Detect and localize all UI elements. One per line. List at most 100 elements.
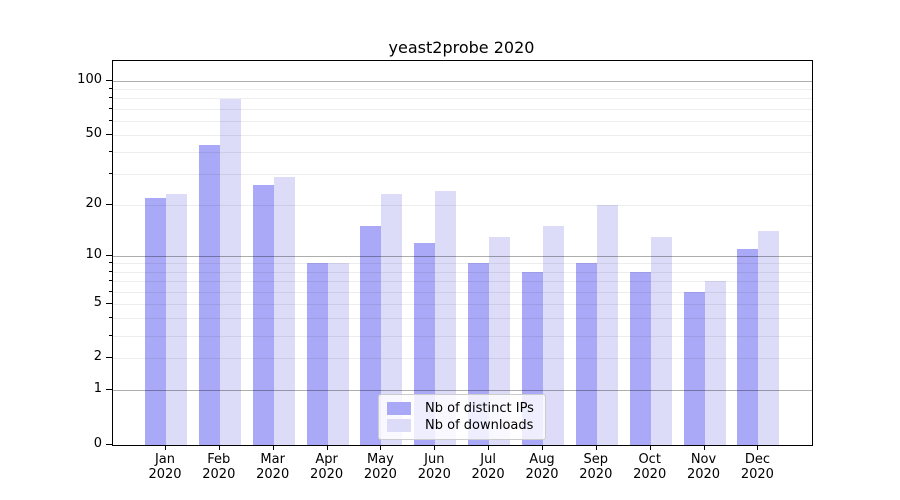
bar-nb-of-downloads-jan: [166, 194, 187, 445]
y-tick-0: [106, 444, 112, 445]
plot-area: Nb of distinct IPs Nb of downloads: [112, 60, 813, 446]
bar-nb-of-downloads-feb: [219, 99, 241, 445]
x-label-month: Mar: [260, 452, 285, 467]
y-tick-100: [106, 79, 112, 81]
gridline-5: [113, 303, 812, 305]
y-minortick-40: [109, 151, 112, 152]
x-label-month: Aug: [529, 452, 555, 467]
x-tick-label-mar: Mar 2020: [241, 452, 305, 482]
bar-nb-of-distinct-ips-dec: [737, 249, 759, 445]
y-minortick-7: [109, 280, 112, 281]
bar-nb-of-distinct-ips-apr: [306, 263, 328, 445]
x-tick-label-apr: Apr 2020: [295, 452, 359, 482]
y-tick-label-10: 10: [85, 246, 102, 262]
y-tick-label-5: 5: [93, 294, 102, 310]
x-label-year: 2020: [363, 467, 397, 482]
y-minortick-9: [109, 262, 112, 264]
x-tick-label-jun: Jun 2020: [402, 452, 466, 482]
y-minortick-90: [109, 88, 112, 90]
bar-nb-of-downloads-mar: [273, 176, 295, 445]
bar-nb-of-distinct-ips-sep: [575, 263, 597, 445]
bar-nb-of-downloads-aug: [542, 226, 564, 445]
gridline-60: [113, 120, 812, 122]
gridline-2: [113, 358, 812, 360]
gridline-40: [113, 152, 812, 153]
x-label-month: May: [366, 452, 394, 467]
y-tick-50: [106, 133, 112, 135]
x-label-month: Jan: [154, 452, 176, 467]
x-tick-may: [380, 445, 382, 450]
x-label-month: Feb: [207, 452, 231, 467]
x-tick-mar: [272, 445, 274, 450]
gridline-100: [113, 80, 812, 82]
gridline-10: [113, 255, 812, 257]
x-label-year: 2020: [686, 467, 721, 482]
x-label-year: 2020: [310, 467, 344, 482]
y-minortick-4: [109, 317, 112, 318]
x-tick-oct: [649, 445, 651, 450]
x-tick-label-dec: Dec 2020: [725, 452, 789, 482]
y-minortick-3: [109, 334, 112, 336]
x-label-year: 2020: [256, 467, 290, 482]
chart-title: yeast2probe 2020: [388, 38, 535, 57]
x-tick-sep: [595, 445, 597, 450]
y-tick-label-1: 1: [93, 381, 102, 397]
gridline-3: [113, 335, 812, 337]
y-minortick-8: [109, 270, 112, 272]
x-label-year: 2020: [633, 467, 667, 482]
y-tick-10: [106, 254, 112, 256]
x-label-year: 2020: [148, 467, 182, 482]
y-tick-label-20: 20: [85, 195, 102, 211]
gridline-30: [113, 174, 812, 176]
x-label-month: Dec: [744, 452, 770, 467]
gridline-1: [113, 390, 812, 392]
y-tick-2: [106, 357, 112, 359]
y-tick-1: [106, 389, 112, 391]
gridline-4: [113, 318, 812, 319]
gridline-6: [113, 291, 812, 293]
x-tick-label-feb: Feb 2020: [187, 452, 251, 482]
y-tick-label-2: 2: [93, 349, 102, 365]
x-label-month: Jun: [424, 452, 445, 467]
y-tick-label-50: 50: [85, 125, 102, 141]
legend: Nb of distinct IPs Nb of downloads: [378, 394, 546, 440]
bar-nb-of-distinct-ips-oct: [629, 271, 651, 445]
gridline-8: [113, 271, 812, 273]
x-tick-label-sep: Sep 2020: [564, 452, 628, 482]
gridline-80: [113, 98, 812, 100]
y-tick-20: [106, 203, 112, 205]
legend-item-downloads: Nb of downloads: [387, 417, 537, 434]
gridline-70: [113, 108, 812, 110]
x-tick-dec: [757, 445, 759, 450]
x-label-month: Nov: [690, 452, 717, 467]
x-label-year: 2020: [202, 467, 236, 482]
bar-nb-of-distinct-ips-nov: [683, 291, 705, 445]
x-tick-jul: [488, 445, 490, 450]
y-minortick-30: [109, 173, 112, 175]
bar-nb-of-downloads-jul: [489, 236, 511, 445]
bar-nb-of-downloads-nov: [704, 281, 726, 445]
y-minortick-6: [109, 290, 112, 292]
legend-swatch-distinct-ips: [387, 402, 411, 415]
bar-nb-of-downloads-apr: [327, 263, 349, 445]
bar-nb-of-distinct-ips-mar: [252, 185, 274, 445]
bar-nb-of-distinct-ips-jan: [145, 197, 166, 445]
y-tick-label-100: 100: [77, 71, 102, 87]
x-label-month: Oct: [638, 452, 661, 467]
legend-swatch-downloads: [387, 419, 411, 432]
x-tick-feb: [218, 445, 220, 450]
x-label-year: 2020: [579, 467, 613, 482]
bar-nb-of-distinct-ips-may: [360, 226, 382, 445]
x-label-year: 2020: [525, 467, 559, 482]
bar-nb-of-downloads-oct: [650, 236, 672, 445]
gridline-7: [113, 281, 812, 282]
x-tick-label-jan: Jan 2020: [133, 452, 197, 482]
y-minortick-60: [109, 119, 112, 121]
bar-nb-of-downloads-sep: [596, 204, 618, 445]
x-tick-label-aug: Aug 2020: [510, 452, 574, 482]
x-label-month: Apr: [315, 452, 338, 467]
bar-nb-of-distinct-ips-feb: [198, 144, 220, 445]
gridline-20: [113, 204, 812, 206]
x-tick-label-nov: Nov 2020: [672, 452, 736, 482]
x-tick-apr: [326, 445, 328, 450]
